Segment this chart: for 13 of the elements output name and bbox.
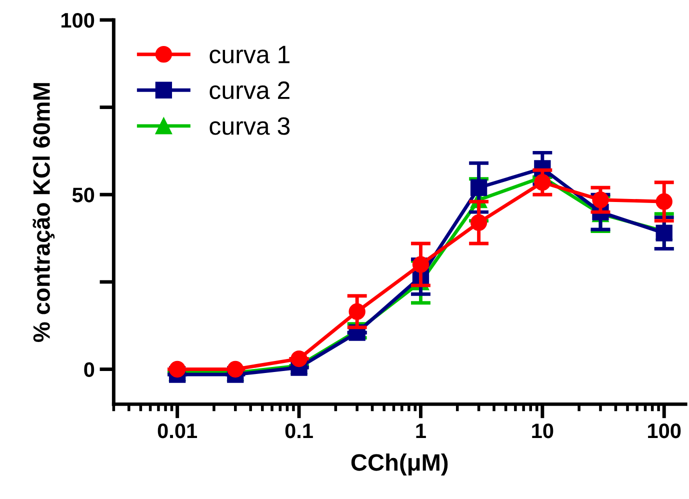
x-tick-label: 1 <box>416 424 426 438</box>
x-tick-label: 10 <box>532 423 554 438</box>
x-tick-label: 100 <box>648 423 681 438</box>
y-tick-label: 100 <box>61 12 94 28</box>
legend-label: curva 1 <box>210 46 290 64</box>
legend-label: curva 3 <box>210 117 290 135</box>
legend-label: curva 2 <box>210 81 290 100</box>
y-tick-label: 0 <box>84 362 94 378</box>
x-tick-label: 0.1 <box>285 423 313 438</box>
y-tick-label: 50 <box>72 188 94 202</box>
y-axis-title: % contração KCl 60mM <box>32 83 55 342</box>
x-tick-label: 0.01 <box>158 423 198 438</box>
x-axis-title: CCh(μM) <box>351 453 448 476</box>
